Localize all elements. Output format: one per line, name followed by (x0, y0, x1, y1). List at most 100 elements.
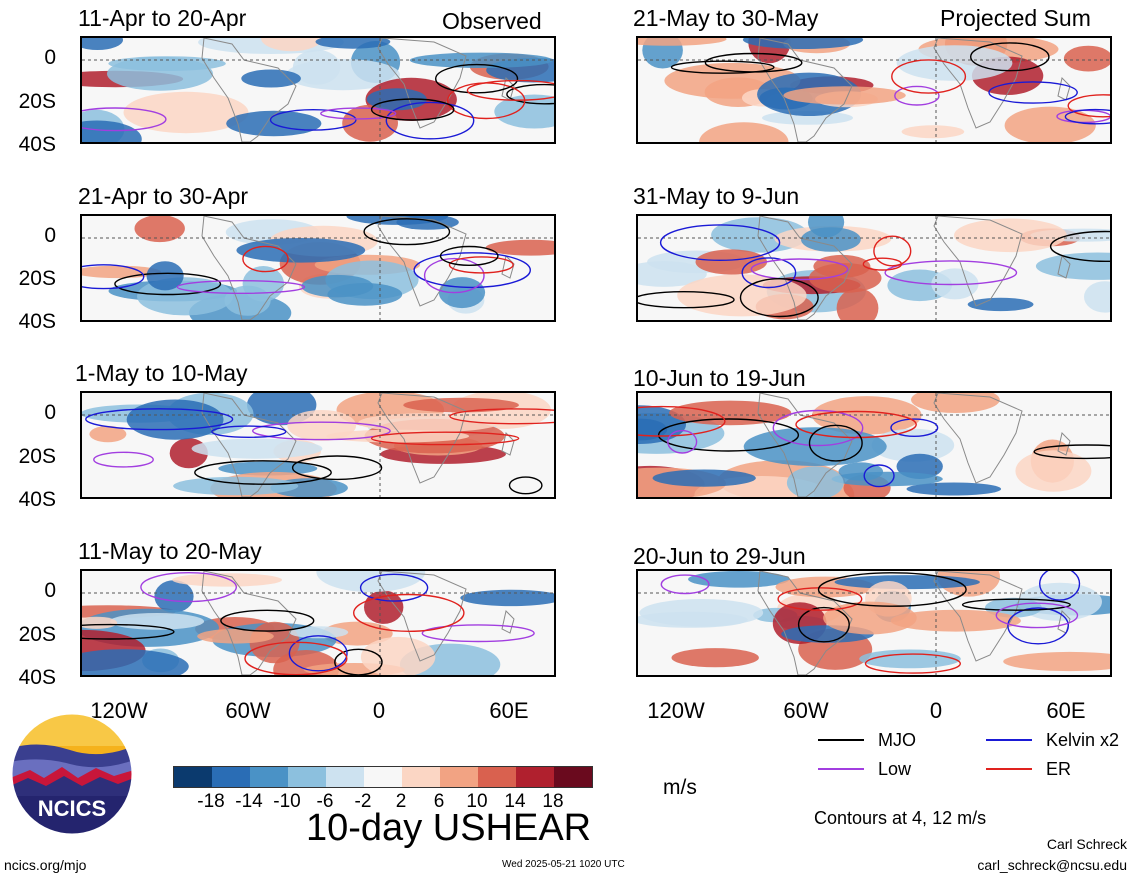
map-panel (80, 36, 556, 144)
contour-line (334, 648, 383, 675)
map-panel (80, 214, 556, 322)
legend-line-low (818, 768, 864, 770)
contour-line (370, 98, 455, 121)
shading-blob (967, 297, 1034, 312)
contour-line (638, 291, 735, 309)
legend-label-low: Low (878, 759, 912, 779)
y-tick-label: 0 (44, 46, 56, 69)
contour-line (995, 602, 1079, 629)
y-tick-label: 20S (18, 90, 56, 113)
panel-title: 21-Apr to 30-Apr (78, 183, 249, 209)
coastline (1057, 255, 1071, 279)
coastline (201, 216, 297, 320)
contour-line (739, 277, 819, 318)
panel-title: 1-May to 10-May (75, 360, 248, 386)
y-tick-label: 20S (18, 445, 56, 468)
contour-line (750, 258, 849, 281)
colorbar-tick: 2 (395, 791, 407, 812)
ncics-logo: NCICS (11, 713, 133, 835)
coastline (933, 571, 1023, 662)
map-panel (636, 391, 1112, 499)
map-panel (636, 569, 1112, 677)
contour-line (961, 598, 1071, 611)
colorbar-swatch (288, 767, 326, 787)
x-tick-label: 120W (647, 698, 705, 723)
contour-line (114, 272, 222, 296)
shading-blob (126, 399, 224, 440)
contour-line (269, 109, 357, 131)
coastline (933, 216, 1023, 307)
colorbar-swatch (212, 767, 250, 787)
contour-line (741, 257, 797, 289)
colorbar-swatch (516, 767, 554, 787)
contour-line (423, 257, 485, 294)
shading-blob (671, 648, 759, 668)
contour-line (667, 429, 698, 454)
shading-blob (823, 601, 917, 635)
coastline (201, 393, 297, 497)
shading-blob (1004, 106, 1096, 142)
colorbar-tick: -14 (235, 791, 263, 812)
y-tick-label: 0 (44, 401, 56, 424)
shading-blob (859, 649, 961, 669)
x-tick-label: 60W (225, 698, 271, 723)
y-tick-label: 40S (18, 488, 56, 511)
contour-line (370, 431, 520, 446)
shading-blob (197, 629, 274, 644)
map-canvas (638, 38, 1110, 142)
x-tick-label: 60W (783, 698, 829, 723)
shading-blob (172, 573, 282, 587)
shading-blob (289, 626, 349, 639)
website-link[interactable]: ncics.org/mjo (4, 857, 87, 873)
timestamp: Wed 2025-05-21 1020 UTC (502, 859, 625, 870)
contour-line (291, 455, 383, 481)
y-tick-label: 40S (18, 666, 56, 689)
shading-blob (134, 216, 185, 243)
shading-blob (315, 38, 391, 49)
panel-title: 21-May to 30-May (633, 5, 819, 31)
main-title: 10-day USHEAR (306, 807, 592, 849)
contour-line (817, 572, 967, 607)
colorbar-swatch (250, 767, 288, 787)
shading-blob (236, 238, 366, 263)
shading-blob (638, 261, 707, 287)
shading-blob (890, 609, 1021, 632)
contour-line (890, 418, 939, 438)
coastline (377, 571, 467, 662)
shading-blob (954, 218, 1067, 253)
shading-blob (301, 274, 374, 298)
shading-blob (699, 122, 789, 142)
contour-line (176, 279, 306, 294)
shading-blob (82, 616, 118, 629)
coastline (377, 38, 467, 129)
y-tick-label: 0 (44, 579, 56, 602)
coastline (201, 38, 297, 142)
contour-line (1049, 230, 1110, 262)
shading-blob (836, 288, 879, 320)
projected-sum-label: Projected Sum (940, 5, 1091, 31)
shading-blob (1015, 450, 1092, 492)
contour-line (863, 464, 895, 488)
contour-line (85, 408, 234, 431)
shading-blob (409, 52, 553, 68)
shading-blob (901, 125, 965, 139)
contour-line (1067, 94, 1110, 118)
map-canvas (638, 571, 1110, 675)
contour-line (82, 107, 167, 132)
shading-blob (485, 239, 554, 256)
author-name: Carl Schreck (1046, 836, 1127, 852)
legend-line-mjo (818, 739, 864, 741)
y-tick-label: 20S (18, 623, 56, 646)
shading-blob (831, 471, 943, 487)
contour-line (194, 460, 332, 485)
contour-line (363, 218, 451, 246)
shading-blob (783, 86, 906, 105)
contour-line (891, 59, 967, 94)
contour-line (211, 425, 287, 439)
shading-blob (871, 428, 955, 462)
x-tick-label: 60E (1046, 698, 1086, 723)
contour-line (797, 606, 850, 643)
contour-line (660, 574, 710, 595)
shading-blob (241, 69, 301, 88)
author-email[interactable]: carl_schreck@ncsu.edu (977, 857, 1127, 873)
